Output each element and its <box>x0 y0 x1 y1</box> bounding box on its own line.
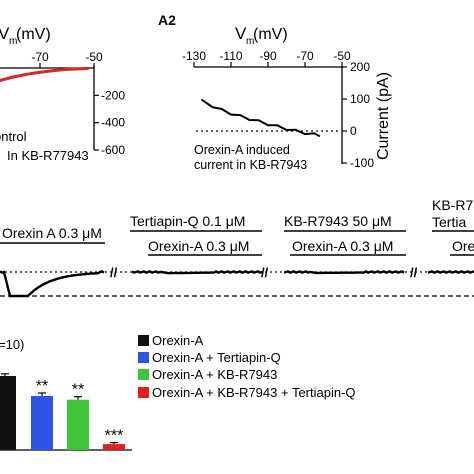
left-iv-series-line <box>0 67 89 83</box>
legend-entry: Orexin-A <box>152 333 204 348</box>
a2-annotation-line-1: Orexin-A induced <box>194 143 290 157</box>
trace-label-kb-2: KB-R7 <box>432 197 473 213</box>
a2-x-axis-unit: (mV) <box>253 26 288 43</box>
left-y-tick-label: -600 <box>101 143 125 157</box>
legend-swatch <box>138 335 149 346</box>
current-trace-paths <box>0 270 474 298</box>
significance-mark: ** <box>72 382 84 399</box>
trace-label-orexin-2: Orexin-A 0.3 μM <box>148 238 249 254</box>
a2-y-ticks: 200 100 0 -100 <box>342 60 374 170</box>
legend-entry: Orexin-A + KB-R7943 + Tertiapin-Q <box>152 385 356 400</box>
trace-label-tertiapin: Tertiapin-Q 0.1 μM <box>130 213 245 229</box>
bar-title-fragment: =10) <box>0 337 24 352</box>
panel-label-a2: A2 <box>158 12 176 28</box>
legend-entry: Orexin-A + Tertiapin-Q <box>152 350 281 365</box>
current-trace <box>427 270 474 274</box>
bar <box>0 376 16 450</box>
bar-legend: Orexin-A Orexin-A + Tertiapin-Q Orexin-A +… <box>138 333 356 400</box>
break-mark-3: // <box>410 265 418 280</box>
legend-kb-r7943: In KB-R77943 <box>7 148 89 163</box>
legend-swatch <box>138 369 149 380</box>
a2-x-tick-label: -50 <box>333 49 351 63</box>
left-y-ticks: -200 -400 -600 <box>94 88 125 157</box>
left-iv-curves <box>0 66 89 83</box>
a2-y-axis-label: Current (pA) <box>375 72 392 160</box>
a2-y-tick-label: -100 <box>350 156 374 170</box>
legend-control: ontrol <box>0 129 27 144</box>
break-mark-1: // <box>110 265 118 280</box>
legend-swatch <box>138 387 149 398</box>
bar <box>31 395 53 450</box>
a2-x-axis-label: V <box>235 24 247 43</box>
significance-mark: ** <box>36 378 48 395</box>
a2-x-tick-label: -90 <box>259 49 277 63</box>
left-x-axis-label: V <box>0 24 10 43</box>
left-y-tick-label: -200 <box>101 88 125 102</box>
current-trace <box>0 270 105 298</box>
a2-y-tick-label: 0 <box>350 124 357 138</box>
left-x-ticks: -90-70-50 <box>31 50 103 68</box>
left-x-tick-label: -70 <box>31 50 49 64</box>
trace-label-orexin-3: Orexin-A 0.3 μM <box>292 238 393 254</box>
bars: ** ***** <box>0 373 125 450</box>
trace-label-orexin: Orexin A 0.3 μM <box>2 225 102 241</box>
a2-x-tick-label: -70 <box>296 49 314 63</box>
bar <box>67 399 89 450</box>
trace-label-orexin-4: Ore <box>452 238 474 254</box>
a2-y-tick-label: 100 <box>350 92 370 106</box>
current-trace <box>131 270 263 275</box>
a2-x-tick-label: -110 <box>219 49 242 63</box>
trace-label-tertiapin-2: Tertia <box>432 214 466 230</box>
a2-series-line <box>200 98 321 138</box>
a2-x-ticks: -130 -110 -90 -70 -50 <box>182 49 351 67</box>
current-traces: Orexin A 0.3 μM Tertiapin-Q 0.1 μM Orexi… <box>0 197 474 298</box>
a2-iv-curve <box>200 98 321 138</box>
a2-y-tick-label: 200 <box>350 60 370 74</box>
a2-panel: A2 V m (mV) -130 -110 -90 -70 -50 200 100 0 -10… <box>158 12 392 172</box>
current-trace <box>283 270 405 275</box>
bar <box>103 444 125 450</box>
left-x-tick-label: -50 <box>85 50 103 64</box>
left-x-axis-subscript: m <box>9 36 17 47</box>
a2-x-axis-subscript: m <box>246 36 254 47</box>
legend-swatch <box>138 352 149 363</box>
significance-mark: *** <box>105 428 124 445</box>
a2-annotation-line-2: current in KB-R7943 <box>194 158 307 172</box>
a2-x-tick-label: -130 <box>182 49 206 63</box>
legend-entry: Orexin-A + KB-R7943 <box>152 367 277 382</box>
left-iv-series-line <box>0 66 89 83</box>
left-x-axis-unit: (mV) <box>16 26 51 43</box>
trace-label-kb: KB-R7943 50 μM <box>284 213 392 229</box>
break-mark-2: // <box>261 265 269 280</box>
left-y-tick-label: -400 <box>101 116 125 130</box>
left-iv-panel: V m (mV) -90-70-50 -200-400-600 ontrol I… <box>0 24 125 163</box>
